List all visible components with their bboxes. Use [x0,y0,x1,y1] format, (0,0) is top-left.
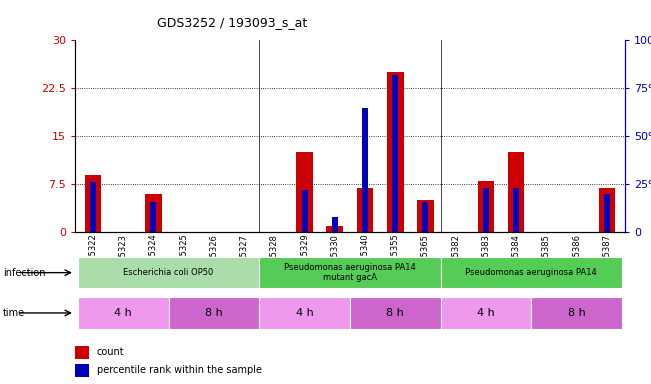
Text: Pseudomonas aeruginosa PA14
mutant gacA: Pseudomonas aeruginosa PA14 mutant gacA [284,263,416,282]
Bar [508,152,525,232]
Bar [259,297,350,328]
Bar [387,72,404,232]
Text: 8 h: 8 h [205,308,223,318]
Bar [603,194,610,232]
Text: 4 h: 4 h [477,308,495,318]
Bar [85,175,102,232]
Text: 8 h: 8 h [568,308,585,318]
Text: GDS3252 / 193093_s_at: GDS3252 / 193093_s_at [158,16,308,29]
Bar [259,257,441,288]
Text: 4 h: 4 h [296,308,313,318]
Bar [78,257,259,288]
Bar [478,181,494,232]
Bar [332,217,338,232]
Bar [441,297,531,328]
Text: 4 h: 4 h [115,308,132,318]
Bar [513,188,519,232]
Bar [598,187,615,232]
Bar [362,108,368,232]
Bar [296,152,313,232]
Bar [90,182,96,232]
Text: time: time [3,308,25,318]
Text: 8 h: 8 h [387,308,404,318]
Text: Escherichia coli OP50: Escherichia coli OP50 [124,268,214,277]
Bar [392,75,398,232]
Bar [483,188,489,232]
Bar [301,190,307,232]
Text: count: count [97,347,124,357]
Bar [417,200,434,232]
Text: infection: infection [3,268,46,278]
Bar [327,226,343,232]
Text: percentile rank within the sample: percentile rank within the sample [97,365,262,375]
Bar [531,297,622,328]
Bar [75,364,89,377]
Bar [150,202,156,232]
Bar [75,346,89,359]
Bar [78,297,169,328]
Bar [357,187,373,232]
Bar [441,257,622,288]
Bar [350,297,441,328]
Bar [422,202,428,232]
Bar [169,297,259,328]
Text: Pseudomonas aeruginosa PA14: Pseudomonas aeruginosa PA14 [465,268,597,277]
Bar [145,194,161,232]
